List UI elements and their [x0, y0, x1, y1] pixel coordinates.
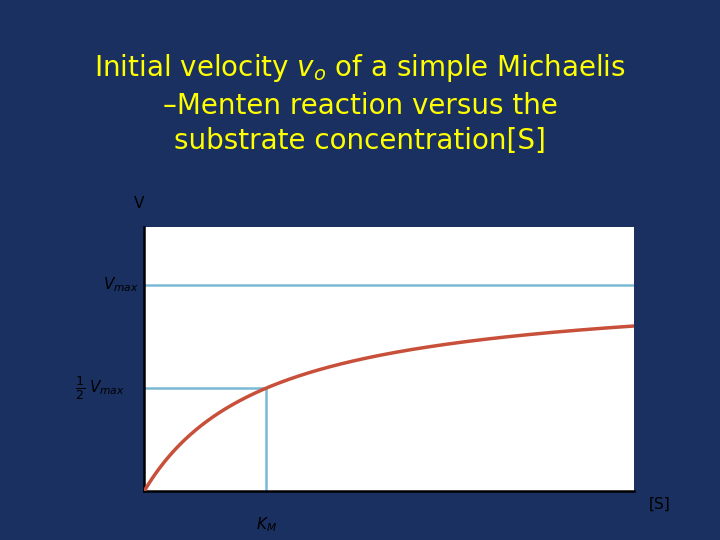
Text: V: V — [134, 196, 144, 211]
Text: $V_{max}$: $V_{max}$ — [89, 379, 125, 397]
Text: $\frac{1}{2}$: $\frac{1}{2}$ — [76, 374, 86, 402]
Text: Initial velocity $\mathit{v}_o$ of a simple Michaelis
–Menten reaction versus th: Initial velocity $\mathit{v}_o$ of a sim… — [94, 52, 626, 156]
Text: [S]: [S] — [648, 497, 670, 512]
Text: $K_M$: $K_M$ — [256, 515, 277, 534]
Text: $V_{max}$: $V_{max}$ — [104, 275, 139, 294]
